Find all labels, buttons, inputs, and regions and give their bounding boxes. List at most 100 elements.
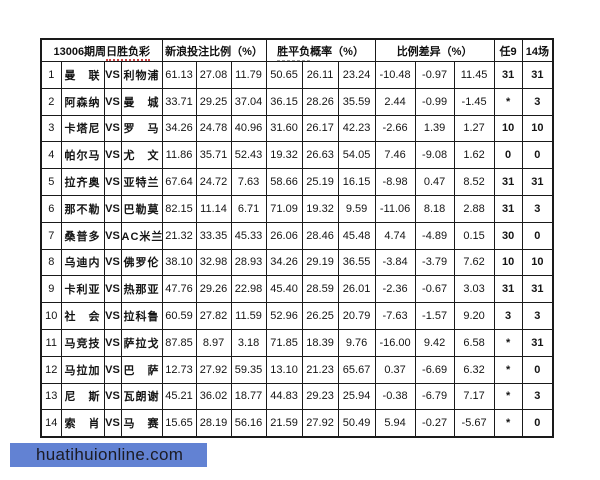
vs-label: VS (103, 221, 122, 250)
vs-label: VS (103, 248, 122, 277)
difference-value: 0.47 (414, 168, 455, 196)
ren9-value: 31 (493, 168, 523, 196)
difference-value: -0.99 (414, 87, 455, 116)
match-number: 12 (40, 355, 62, 384)
bet-ratio-value: 59.35 (230, 355, 267, 384)
difference-value: -9.08 (414, 141, 455, 170)
difference-value: -6.69 (414, 355, 455, 384)
away-team: 罗 马 (120, 114, 163, 143)
bet-ratio-value: 35.71 (195, 141, 232, 170)
matches14-value: 31 (521, 61, 554, 89)
table-row: 3 卡塔尼 VS 罗 马 34.26 24.78 40.96 31.60 26.17 42.23-… (40, 114, 554, 143)
probability-value: 50.49 (337, 409, 376, 438)
difference-value: 5.94 (374, 409, 416, 438)
table-row: 12 马拉加 VS 巴 萨 12.73 27.92 59.35 13.10 21.23 65.67… (40, 355, 554, 384)
probability-value: 35.59 (337, 87, 376, 116)
bet-ratio-value: 8.97 (195, 328, 232, 357)
prob-header-underlined: 胜平负 (277, 45, 311, 61)
away-team: 佛罗伦 (120, 248, 163, 277)
probability-value: 31.60 (265, 114, 303, 143)
vs-label: VS (103, 87, 122, 116)
probability-value: 29.19 (301, 248, 339, 277)
home-team: 曼 联 (60, 61, 105, 89)
probability-value: 26.01 (337, 275, 376, 304)
probability-value: 19.32 (265, 141, 303, 170)
matches14-value: 31 (521, 328, 554, 357)
match-number: 3 (40, 114, 62, 143)
probability-value: 13.10 (265, 355, 303, 384)
probability-value: 23.24 (337, 61, 376, 89)
probability-value: 26.06 (265, 221, 303, 250)
table-row: 8 乌迪内 VS 佛罗伦 38.10 32.98 28.93 34.26 29.19 36.55-… (40, 248, 554, 277)
away-team: AC米兰 (120, 221, 163, 250)
probability-value: 42.23 (337, 114, 376, 143)
probability-value: 20.79 (337, 302, 376, 330)
bet-ratio-value: 33.35 (195, 221, 232, 250)
away-team: 利物浦 (120, 61, 163, 89)
difference-value: -10.48 (374, 61, 416, 89)
difference-value: -4.89 (414, 221, 455, 250)
table-row: 7 桑普多 VS AC米兰 21.32 33.35 45.33 26.06 28.46 45.48… (40, 221, 554, 250)
match-number: 5 (40, 168, 62, 196)
match-number: 11 (40, 328, 62, 357)
col-header-ren9: 任9 (493, 38, 523, 62)
difference-value: 6.58 (453, 328, 495, 357)
home-team: 拉齐奥 (60, 168, 105, 196)
match-number: 13 (40, 382, 62, 411)
difference-value: -16.00 (374, 328, 416, 357)
bet-ratio-value: 87.85 (161, 328, 197, 357)
home-team: 阿森纳 (60, 87, 105, 116)
probability-value: 28.26 (301, 87, 339, 116)
probability-value: 71.85 (265, 328, 303, 357)
match-number: 8 (40, 248, 62, 277)
table-title: 13006期周日胜负彩 (40, 38, 163, 62)
bet-ratio-value: 18.77 (230, 382, 267, 411)
table-row: 14 索 肖 VS 马 赛 15.65 28.19 56.16 21.59 27.92 50.49… (40, 409, 554, 438)
table-row: 9 卡利亚 VS 热那亚 47.76 29.26 22.98 45.40 28.59 26.01-… (40, 275, 554, 304)
away-team: 亚特兰 (120, 168, 163, 196)
probability-value: 36.15 (265, 87, 303, 116)
bet-ratio-value: 21.32 (161, 221, 197, 250)
difference-value: -2.36 (374, 275, 416, 304)
header-row: 13006期周日胜负彩 新浪投注比例（%） 胜平负概率（%） 比例差异（%） 任… (40, 38, 554, 62)
vs-label: VS (103, 194, 122, 223)
watermark-text: huatihuionline.com (36, 445, 184, 464)
difference-value: -0.97 (414, 61, 455, 89)
matches14-value: 3 (521, 302, 554, 330)
difference-value: -1.57 (414, 302, 455, 330)
bet-ratio-value: 28.19 (195, 409, 232, 438)
difference-value: 6.32 (453, 355, 495, 384)
table-title-main: 13006期周 (53, 45, 107, 58)
bet-ratio-value: 32.98 (195, 248, 232, 277)
bet-ratio-value: 29.25 (195, 87, 232, 116)
bet-ratio-value: 40.96 (230, 114, 267, 143)
vs-label: VS (103, 141, 122, 170)
bet-ratio-value: 27.92 (195, 355, 232, 384)
matches14-value: 0 (521, 355, 554, 384)
probability-value: 26.25 (301, 302, 339, 330)
away-team: 巴勒莫 (120, 194, 163, 223)
matches14-value: 10 (521, 114, 554, 143)
home-team: 乌迪内 (60, 248, 105, 277)
ren9-value: * (493, 382, 523, 411)
bet-ratio-value: 45.33 (230, 221, 267, 250)
difference-value: -3.79 (414, 248, 455, 277)
difference-value: -6.79 (414, 382, 455, 411)
home-team: 桑普多 (60, 221, 105, 250)
ren9-value: 30 (493, 221, 523, 250)
probability-value: 25.19 (301, 168, 339, 196)
difference-value: -1.45 (453, 87, 495, 116)
probability-value: 25.94 (337, 382, 376, 411)
probability-value: 29.23 (301, 382, 339, 411)
probability-value: 34.26 (265, 248, 303, 277)
difference-value: 1.27 (453, 114, 495, 143)
probability-value: 58.66 (265, 168, 303, 196)
probability-value: 9.59 (337, 194, 376, 223)
bet-ratio-value: 61.13 (161, 61, 197, 89)
probability-value: 65.67 (337, 355, 376, 384)
difference-value: -0.38 (374, 382, 416, 411)
match-number: 10 (40, 302, 62, 330)
ren9-value: 0 (493, 141, 523, 170)
probability-value: 44.83 (265, 382, 303, 411)
